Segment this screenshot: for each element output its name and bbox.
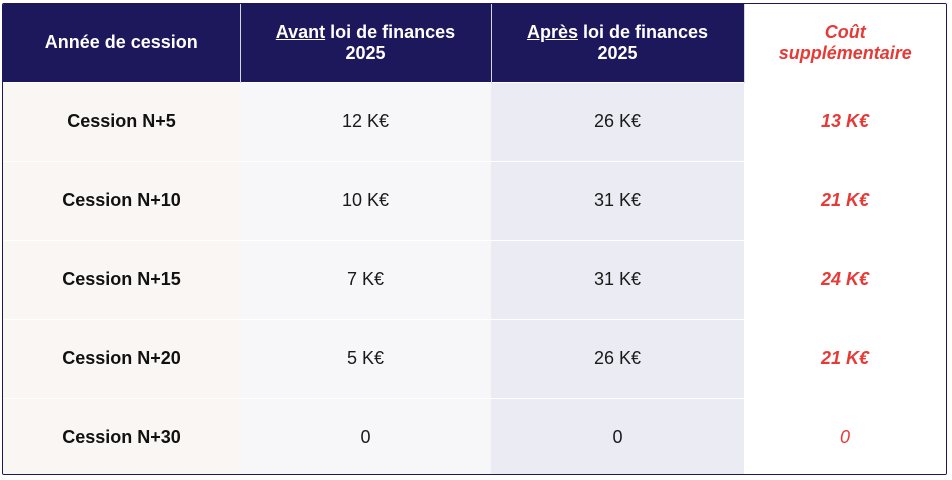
cell-year: Cession N+30 bbox=[3, 397, 240, 474]
header-before-text: loi de finances bbox=[325, 21, 456, 42]
tax-comparison-table: Année de cession Avant loi de finances 2… bbox=[3, 4, 946, 474]
cell-after: 0 bbox=[491, 397, 744, 474]
table-row: Cession N+20 5 K€ 26 K€ 21 K€ bbox=[3, 318, 946, 398]
table-row: Cession N+5 12 K€ 26 K€ 13 K€ bbox=[3, 81, 946, 161]
cell-year: Cession N+10 bbox=[3, 160, 240, 240]
cell-before: 12 K€ bbox=[240, 81, 491, 161]
cell-before: 5 K€ bbox=[240, 318, 491, 398]
header-after-year: 2025 bbox=[597, 42, 638, 63]
cell-after: 26 K€ bbox=[491, 318, 744, 398]
header-after: Après loi de finances 2025 bbox=[491, 4, 745, 82]
header-after-text: loi de finances bbox=[577, 21, 709, 42]
cell-before: 7 K€ bbox=[240, 239, 491, 319]
cell-year: Cession N+20 bbox=[3, 318, 240, 398]
header-before: Avant loi de finances 2025 bbox=[240, 4, 492, 82]
cell-before: 10 K€ bbox=[240, 160, 491, 240]
table-row: Cession N+15 7 K€ 31 K€ 24 K€ bbox=[3, 239, 946, 319]
cell-cost: 13 K€ bbox=[744, 81, 946, 161]
comparison-table-frame: Année de cession Avant loi de finances 2… bbox=[2, 3, 947, 475]
cell-before: 0 bbox=[240, 397, 491, 474]
header-cost: Coût supplémentaire bbox=[744, 4, 946, 82]
cell-cost: 24 K€ bbox=[744, 239, 946, 319]
header-before-emphasis: Avant bbox=[275, 21, 326, 42]
cell-after: 31 K€ bbox=[491, 239, 744, 319]
cell-cost: 21 K€ bbox=[744, 318, 946, 398]
table-row: Cession N+30 0 0 0 bbox=[3, 397, 946, 474]
cell-cost: 21 K€ bbox=[744, 160, 946, 240]
header-cost-line1: Coût bbox=[824, 21, 866, 42]
table-header-row: Année de cession Avant loi de finances 2… bbox=[3, 4, 946, 82]
header-after-emphasis: Après bbox=[526, 21, 578, 42]
table-row: Cession N+10 10 K€ 31 K€ 21 K€ bbox=[3, 160, 946, 240]
cell-after: 26 K€ bbox=[491, 81, 744, 161]
cell-year: Cession N+5 bbox=[3, 81, 240, 161]
cell-after: 31 K€ bbox=[491, 160, 744, 240]
header-before-year: 2025 bbox=[345, 42, 386, 63]
cell-year: Cession N+15 bbox=[3, 239, 240, 319]
header-year: Année de cession bbox=[3, 4, 241, 82]
cell-cost: 0 bbox=[744, 397, 946, 474]
header-cost-line2: supplémentaire bbox=[778, 42, 912, 63]
header-year-label: Année de cession bbox=[44, 32, 198, 53]
